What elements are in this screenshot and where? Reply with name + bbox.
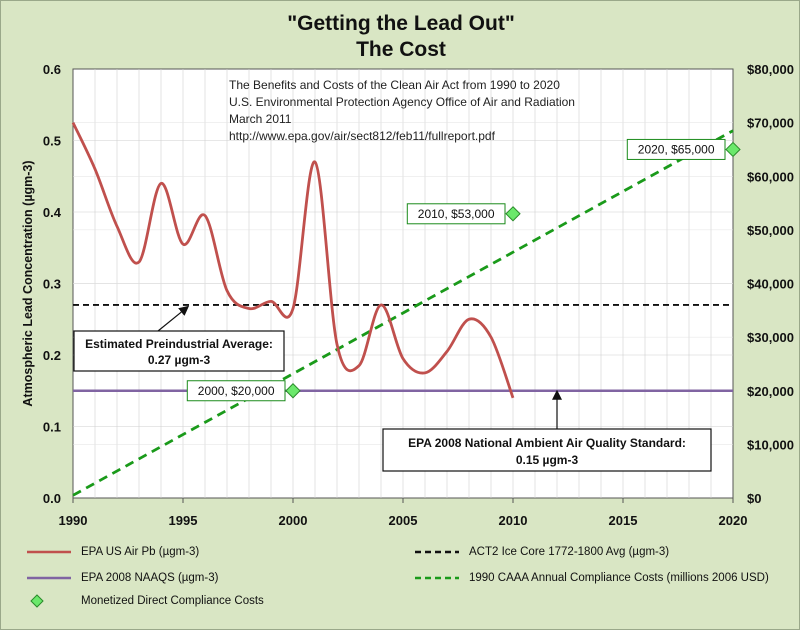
legend-marker xyxy=(30,594,44,608)
annotation-text: 0.27 µgm-3 xyxy=(148,353,211,367)
x-tick-label: 1995 xyxy=(169,513,198,528)
legend-label: Monetized Direct Compliance Costs xyxy=(81,595,264,607)
y2-tick-label: $50,000 xyxy=(747,223,794,238)
legend-label: ACT2 Ice Core 1772-1800 Avg (µgm-3) xyxy=(469,546,670,558)
y2-tick-label: $10,000 xyxy=(747,437,794,452)
legend-swatch xyxy=(27,550,71,554)
chart-legend: EPA US Air Pb (µgm-3) ACT2 Ice Core 1772-… xyxy=(11,536,791,622)
annotation-text: Estimated Preindustrial Average: xyxy=(85,337,273,351)
chart-title: "Getting the Lead Out" The Cost xyxy=(1,11,800,63)
data-point-marker xyxy=(285,383,301,399)
legend-swatch xyxy=(415,576,459,580)
x-tick-label: 2015 xyxy=(609,513,638,528)
y-tick-label: 0.0 xyxy=(43,491,61,506)
x-tick-label: 1990 xyxy=(59,513,88,528)
data-label-box xyxy=(406,203,506,225)
legend-label: EPA 2008 NAAQS (µgm-3) xyxy=(81,572,219,584)
y-tick-label: 0.2 xyxy=(43,348,61,363)
chart-title-line: "Getting the Lead Out" xyxy=(287,12,515,35)
x-tick-label: 2000 xyxy=(279,513,308,528)
y-axis-label: Atmospheric Lead Concentration (µgm-3) xyxy=(21,160,35,406)
chart-subtitle-line: The Cost xyxy=(356,38,446,61)
annotation-box xyxy=(73,330,285,372)
annotation-box xyxy=(382,428,712,472)
legend-swatch xyxy=(415,550,459,554)
y2-tick-label: $60,000 xyxy=(747,169,794,184)
y-tick-label: 0.6 xyxy=(43,62,61,77)
y-tick-label: 0.3 xyxy=(43,277,61,292)
y2-tick-label: $80,000 xyxy=(747,62,794,77)
y2-tick-label: $70,000 xyxy=(747,116,794,131)
data-label-box xyxy=(186,380,286,402)
legend-swatch xyxy=(27,576,71,580)
data-label: 2000, $20,000 xyxy=(198,384,275,398)
annotation-text: EPA 2008 National Ambient Air Quality St… xyxy=(408,436,686,450)
legend-label: 1990 CAAA Annual Compliance Costs (milli… xyxy=(469,572,769,584)
data-point-marker xyxy=(505,206,521,222)
data-point-marker xyxy=(725,141,741,158)
y-tick-label: 0.5 xyxy=(43,134,61,149)
annotation-text: 0.15 µgm-3 xyxy=(516,453,579,467)
legend-swatch xyxy=(30,594,44,608)
source-note-line: March 2011 xyxy=(229,112,292,126)
x-tick-label: 2005 xyxy=(389,513,418,528)
legend-label: EPA US Air Pb (µgm-3) xyxy=(81,546,200,558)
y-tick-label: 0.4 xyxy=(43,205,62,220)
annotation-arrow xyxy=(157,305,190,332)
series-line-compliance-costs xyxy=(72,129,734,497)
data-label: 2020, $65,000 xyxy=(638,142,715,156)
source-note-line: http://www.epa.gov/air/sect812/feb11/ful… xyxy=(229,129,496,143)
y2-tick-label: $30,000 xyxy=(747,330,794,345)
x-tick-label: 2010 xyxy=(499,513,528,528)
y2-tick-label: $20,000 xyxy=(747,384,794,399)
y-tick-label: 0.1 xyxy=(43,420,61,435)
data-label: 2010, $53,000 xyxy=(418,207,495,221)
series-line-air-pb xyxy=(71,122,515,399)
source-note-line: U.S. Environmental Protection Agency Off… xyxy=(229,95,575,109)
data-label-box xyxy=(626,138,726,160)
x-tick-label: 2020 xyxy=(719,513,748,528)
y2-tick-label: $0 xyxy=(747,491,761,506)
source-note-line: The Benefits and Costs of the Clean Air … xyxy=(229,78,560,92)
y2-tick-label: $40,000 xyxy=(747,277,794,292)
